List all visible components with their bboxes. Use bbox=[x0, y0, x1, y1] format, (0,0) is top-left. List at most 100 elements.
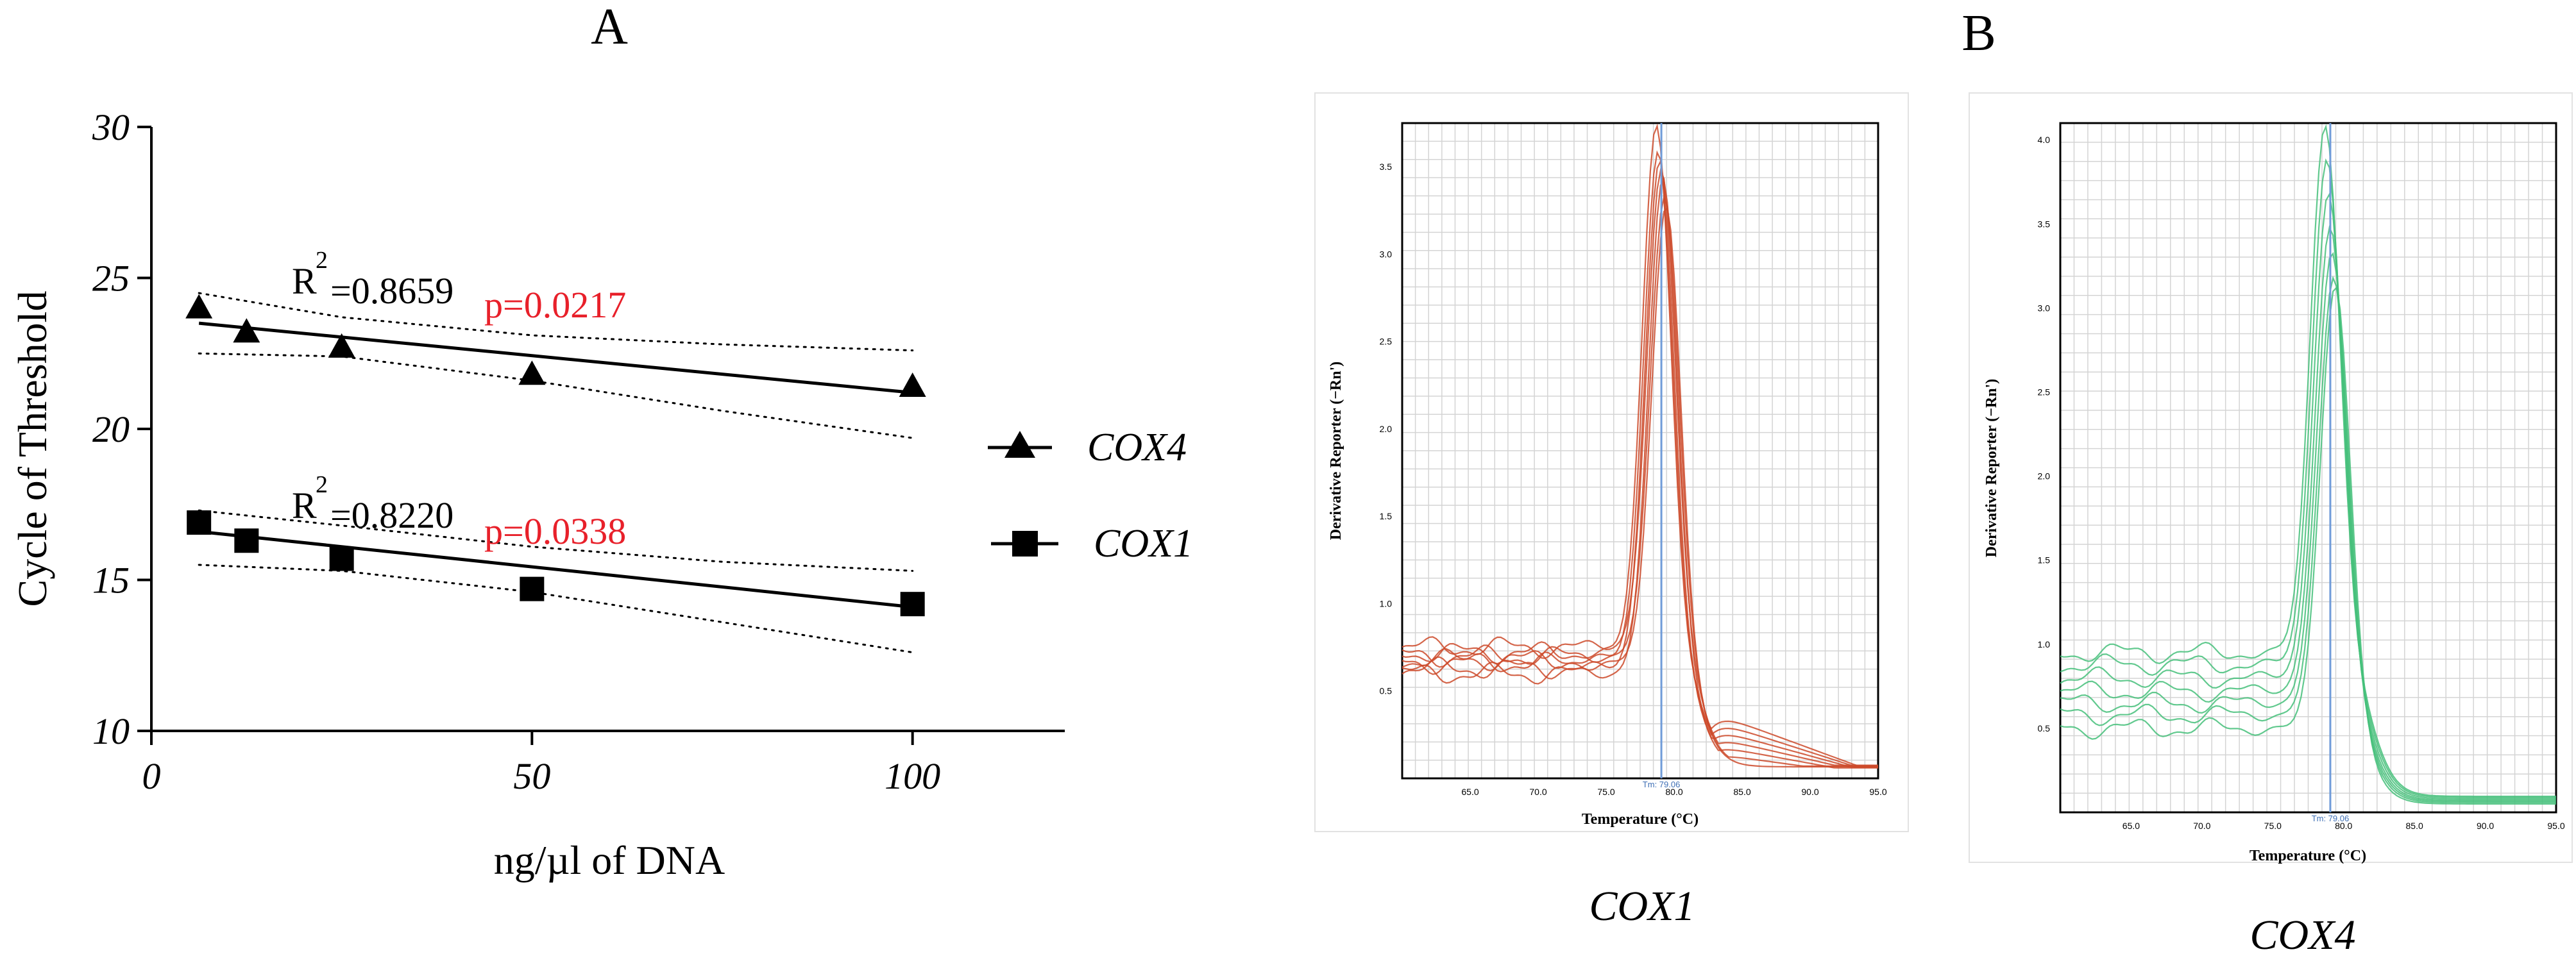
x-tick-label: 65.0 bbox=[1461, 787, 1479, 797]
y-ticks: 0.5 1.0 1.5 2.0 2.5 3.0 3.5 bbox=[1380, 162, 1393, 696]
melt-curve-frame bbox=[1314, 92, 1909, 832]
y-tick-label: 2.5 bbox=[1380, 337, 1393, 347]
melt-curve-line bbox=[1402, 168, 1878, 766]
legend-triangle-marker bbox=[1004, 431, 1035, 458]
y-axis-label: Cycle of Threshold bbox=[10, 291, 55, 607]
x-tick-label: 90.0 bbox=[2477, 821, 2494, 831]
melt-curve-grid bbox=[2060, 123, 2556, 812]
cox1-stats-annotation: R 2 =0.8220 p=0.0338 bbox=[292, 471, 626, 552]
cox4-p-value: p=0.0217 bbox=[484, 284, 626, 326]
panel-label-a: A bbox=[591, 0, 628, 55]
scatter-chart-a: 10 15 20 25 30 0 50 100 Cycle of Threshold ng/… bbox=[10, 106, 1193, 883]
cox1-r2-sup: 2 bbox=[316, 471, 328, 498]
cox1-point bbox=[900, 592, 925, 617]
tm-label: Tm: 79.06 bbox=[2312, 814, 2350, 823]
cox1-fit-line bbox=[198, 530, 913, 609]
x-tick-label: 80.0 bbox=[2335, 821, 2352, 831]
x-tick-label: 95.0 bbox=[2547, 821, 2564, 831]
chart-title-cox1: COX1 bbox=[1589, 883, 1695, 930]
x-ticks: 65.0 70.0 75.0 80.0 85.0 90.0 95.0 bbox=[1461, 787, 1886, 797]
legend-label-cox4: COX4 bbox=[1087, 426, 1187, 469]
y-tick-label: 0.5 bbox=[1380, 686, 1393, 696]
x-axis-label: ng/µl of DNA bbox=[494, 837, 725, 883]
cox4-r2-value: =0.8659 bbox=[330, 270, 453, 312]
melt-curve-plot-area bbox=[2059, 122, 2557, 814]
chart-title-cox4: COX4 bbox=[2250, 912, 2356, 959]
y-ticks: 10 15 20 25 30 bbox=[92, 106, 151, 752]
cox4-fit-line bbox=[198, 321, 913, 394]
x-tick-label: 0 bbox=[142, 755, 161, 797]
y-tick-label: 20 bbox=[92, 408, 130, 450]
melt-curve-line bbox=[1402, 194, 1878, 767]
cox1-point bbox=[187, 510, 212, 535]
y-tick-label: 3.0 bbox=[1380, 249, 1393, 259]
cox4-point bbox=[518, 360, 546, 385]
data-points bbox=[185, 294, 926, 617]
y-tick-label: 10 bbox=[92, 710, 130, 752]
cox4-r2-sup: 2 bbox=[316, 247, 328, 274]
melt-curve-line bbox=[2060, 276, 2556, 803]
legend-square-marker bbox=[1012, 531, 1038, 557]
x-tick-label: 100 bbox=[885, 755, 940, 797]
x-tick-label: 75.0 bbox=[2264, 821, 2282, 831]
legend-label-cox1: COX1 bbox=[1094, 522, 1193, 565]
y-tick-label: 3.0 bbox=[2038, 303, 2051, 313]
x-tick-label: 70.0 bbox=[1529, 787, 1546, 797]
melt-curve-line bbox=[2060, 192, 2556, 800]
x-axis-label: Temperature (°C) bbox=[2250, 848, 2366, 864]
melt-curve-line bbox=[2060, 225, 2556, 801]
cox4-r2-prefix: R bbox=[292, 260, 317, 302]
legend-item-cox4: COX4 bbox=[988, 426, 1187, 469]
y-tick-label: 1.5 bbox=[1380, 511, 1393, 521]
y-tick-label: 1.5 bbox=[2038, 555, 2051, 565]
x-axis-label: Temperature (°C) bbox=[1582, 811, 1699, 828]
cox4-point bbox=[185, 294, 213, 319]
y-tick-label: 0.5 bbox=[2038, 723, 2051, 733]
cox1-r2-value: =0.8220 bbox=[330, 494, 453, 536]
melt-curve-line bbox=[1402, 178, 1878, 769]
confidence-bands bbox=[198, 292, 914, 654]
regression-lines bbox=[198, 321, 913, 609]
melt-curve-line bbox=[2060, 286, 2556, 805]
y-axis-label: Derivative Reporter (−Rn') bbox=[1983, 379, 2000, 557]
melt-curves bbox=[2060, 124, 2556, 805]
melt-curve-cox4: 0.5 1.0 1.5 2.0 2.5 3.0 3.5 4.0 65.0 70.0 75.0 80.… bbox=[1969, 92, 2573, 959]
melt-curve-plot-area bbox=[1401, 122, 1879, 780]
x-tick-label: 65.0 bbox=[2123, 821, 2140, 831]
y-tick-label: 1.0 bbox=[2038, 639, 2051, 649]
cox1-p-value: p=0.0338 bbox=[484, 510, 626, 552]
x-tick-label: 95.0 bbox=[1869, 787, 1886, 797]
y-tick-label: 15 bbox=[92, 560, 130, 601]
melt-curve-frame bbox=[1969, 92, 2573, 863]
cox1-ci-lower-band bbox=[198, 564, 914, 654]
x-tick-label: 50 bbox=[513, 755, 550, 797]
y-tick-label: 3.5 bbox=[1380, 162, 1393, 172]
y-tick-label: 25 bbox=[92, 258, 130, 299]
melt-curve-cox1: 0.5 1.0 1.5 2.0 2.5 3.0 3.5 65.0 70.0 75.0 80.0 85… bbox=[1314, 92, 1909, 930]
cox4-point bbox=[899, 373, 926, 398]
y-tick-label: 2.0 bbox=[1380, 424, 1393, 434]
x-tick-label: 90.0 bbox=[1801, 787, 1818, 797]
y-tick-label: 2.0 bbox=[2038, 471, 2051, 482]
legend: COX4 COX1 bbox=[988, 426, 1193, 565]
axes bbox=[150, 127, 1065, 732]
melt-curve-line bbox=[2060, 252, 2556, 803]
melt-curve-line bbox=[1402, 159, 1878, 768]
y-ticks: 0.5 1.0 1.5 2.0 2.5 3.0 3.5 4.0 bbox=[2038, 135, 2051, 733]
legend-item-cox1: COX1 bbox=[991, 522, 1193, 565]
cox4-stats-annotation: R 2 =0.8659 p=0.0217 bbox=[292, 247, 626, 326]
x-tick-label: 85.0 bbox=[2406, 821, 2423, 831]
melt-curve-line bbox=[2060, 124, 2556, 798]
y-axis-label: Derivative Reporter (−Rn') bbox=[1328, 362, 1344, 540]
cox1-point bbox=[520, 576, 545, 601]
melt-curve-line bbox=[1402, 150, 1878, 767]
y-tick-label: 30 bbox=[92, 106, 130, 148]
cox4-point bbox=[233, 318, 260, 343]
cox1-point bbox=[234, 528, 259, 553]
cox1-r2-prefix: R bbox=[292, 485, 317, 526]
melt-curve-line bbox=[2060, 158, 2556, 799]
y-tick-label: 2.5 bbox=[2038, 387, 2051, 398]
melt-curves bbox=[1402, 123, 1878, 769]
y-tick-label: 1.0 bbox=[1380, 598, 1393, 608]
